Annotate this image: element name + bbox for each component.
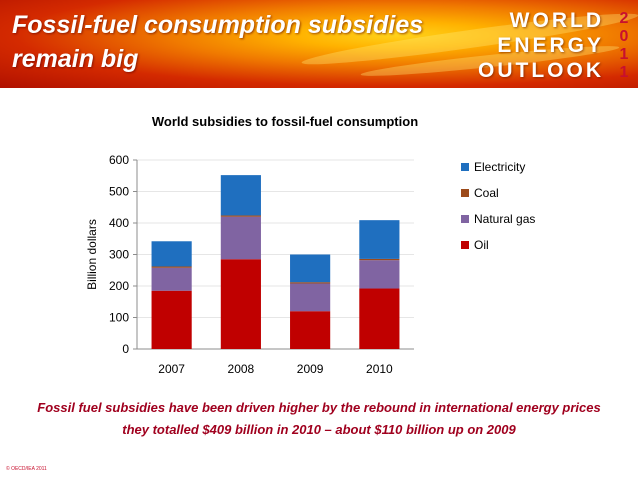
copyright: © OECD/IEA 2011 xyxy=(6,466,47,472)
legend-swatch xyxy=(461,163,469,171)
bar-segment-natural-gas xyxy=(220,216,261,260)
bar-segment-natural-gas xyxy=(290,283,331,312)
legend-swatch xyxy=(461,241,469,249)
y-tick-label: 200 xyxy=(109,279,129,293)
bar-segment-oil xyxy=(290,311,331,349)
legend-label: Natural gas xyxy=(474,212,535,226)
caption-line: they totalled $409 billion in 2010 – abo… xyxy=(122,422,516,437)
legend-label: Coal xyxy=(474,186,499,200)
bar-segment-coal xyxy=(151,266,192,268)
bar-segment-coal xyxy=(359,258,400,261)
logo-word: OUTLOOK xyxy=(478,59,604,82)
logo-year: 2 0 1 1 xyxy=(616,10,632,82)
x-tick-label: 2007 xyxy=(158,362,185,376)
legend-swatch xyxy=(461,189,469,197)
x-tick-label: 2009 xyxy=(297,362,324,376)
bar-segment-natural-gas xyxy=(151,267,192,291)
bar-segment-coal xyxy=(220,215,261,217)
chart-title: World subsidies to fossil-fuel consumpti… xyxy=(151,114,419,129)
y-tick-label: 600 xyxy=(109,153,129,167)
y-tick-label: 300 xyxy=(109,248,129,262)
y-tick-label: 500 xyxy=(109,185,129,199)
bar-segment-electricity xyxy=(290,254,331,283)
year-digit: 1 xyxy=(619,64,629,81)
bar-segment-coal xyxy=(290,282,331,284)
legend-swatch xyxy=(461,215,469,223)
bar-segment-oil xyxy=(359,288,400,349)
caption-line: Fossil fuel subsidies have been driven h… xyxy=(37,400,601,415)
bar-segment-oil xyxy=(220,259,261,349)
bar-segment-electricity xyxy=(220,175,261,216)
year-digit: 1 xyxy=(619,46,629,63)
legend-label: Electricity xyxy=(474,160,525,174)
bar-segment-oil xyxy=(151,290,192,349)
y-tick-label: 100 xyxy=(109,311,129,325)
page-title: Fossil-fuel consumption subsidies remain… xyxy=(12,11,424,73)
logo-word: ENERGY xyxy=(497,34,604,57)
y-tick-label: 0 xyxy=(122,342,129,356)
legend-label: Oil xyxy=(474,238,489,252)
weo-logo: WORLD ENERGY OUTLOOK xyxy=(478,8,604,83)
x-tick-label: 2008 xyxy=(228,362,255,376)
bar-segment-natural-gas xyxy=(359,260,400,289)
year-digit: 2 xyxy=(619,10,629,27)
y-axis-label: Billion dollars xyxy=(85,219,99,290)
y-tick-label: 400 xyxy=(109,216,129,230)
bar-segment-electricity xyxy=(359,220,400,259)
caption: Fossil fuel subsidies have been driven h… xyxy=(8,397,630,441)
logo-word: WORLD xyxy=(509,9,604,32)
x-tick-label: 2010 xyxy=(366,362,393,376)
bar-segment-electricity xyxy=(151,241,192,267)
header-banner xyxy=(0,0,638,88)
year-digit: 0 xyxy=(619,28,629,45)
